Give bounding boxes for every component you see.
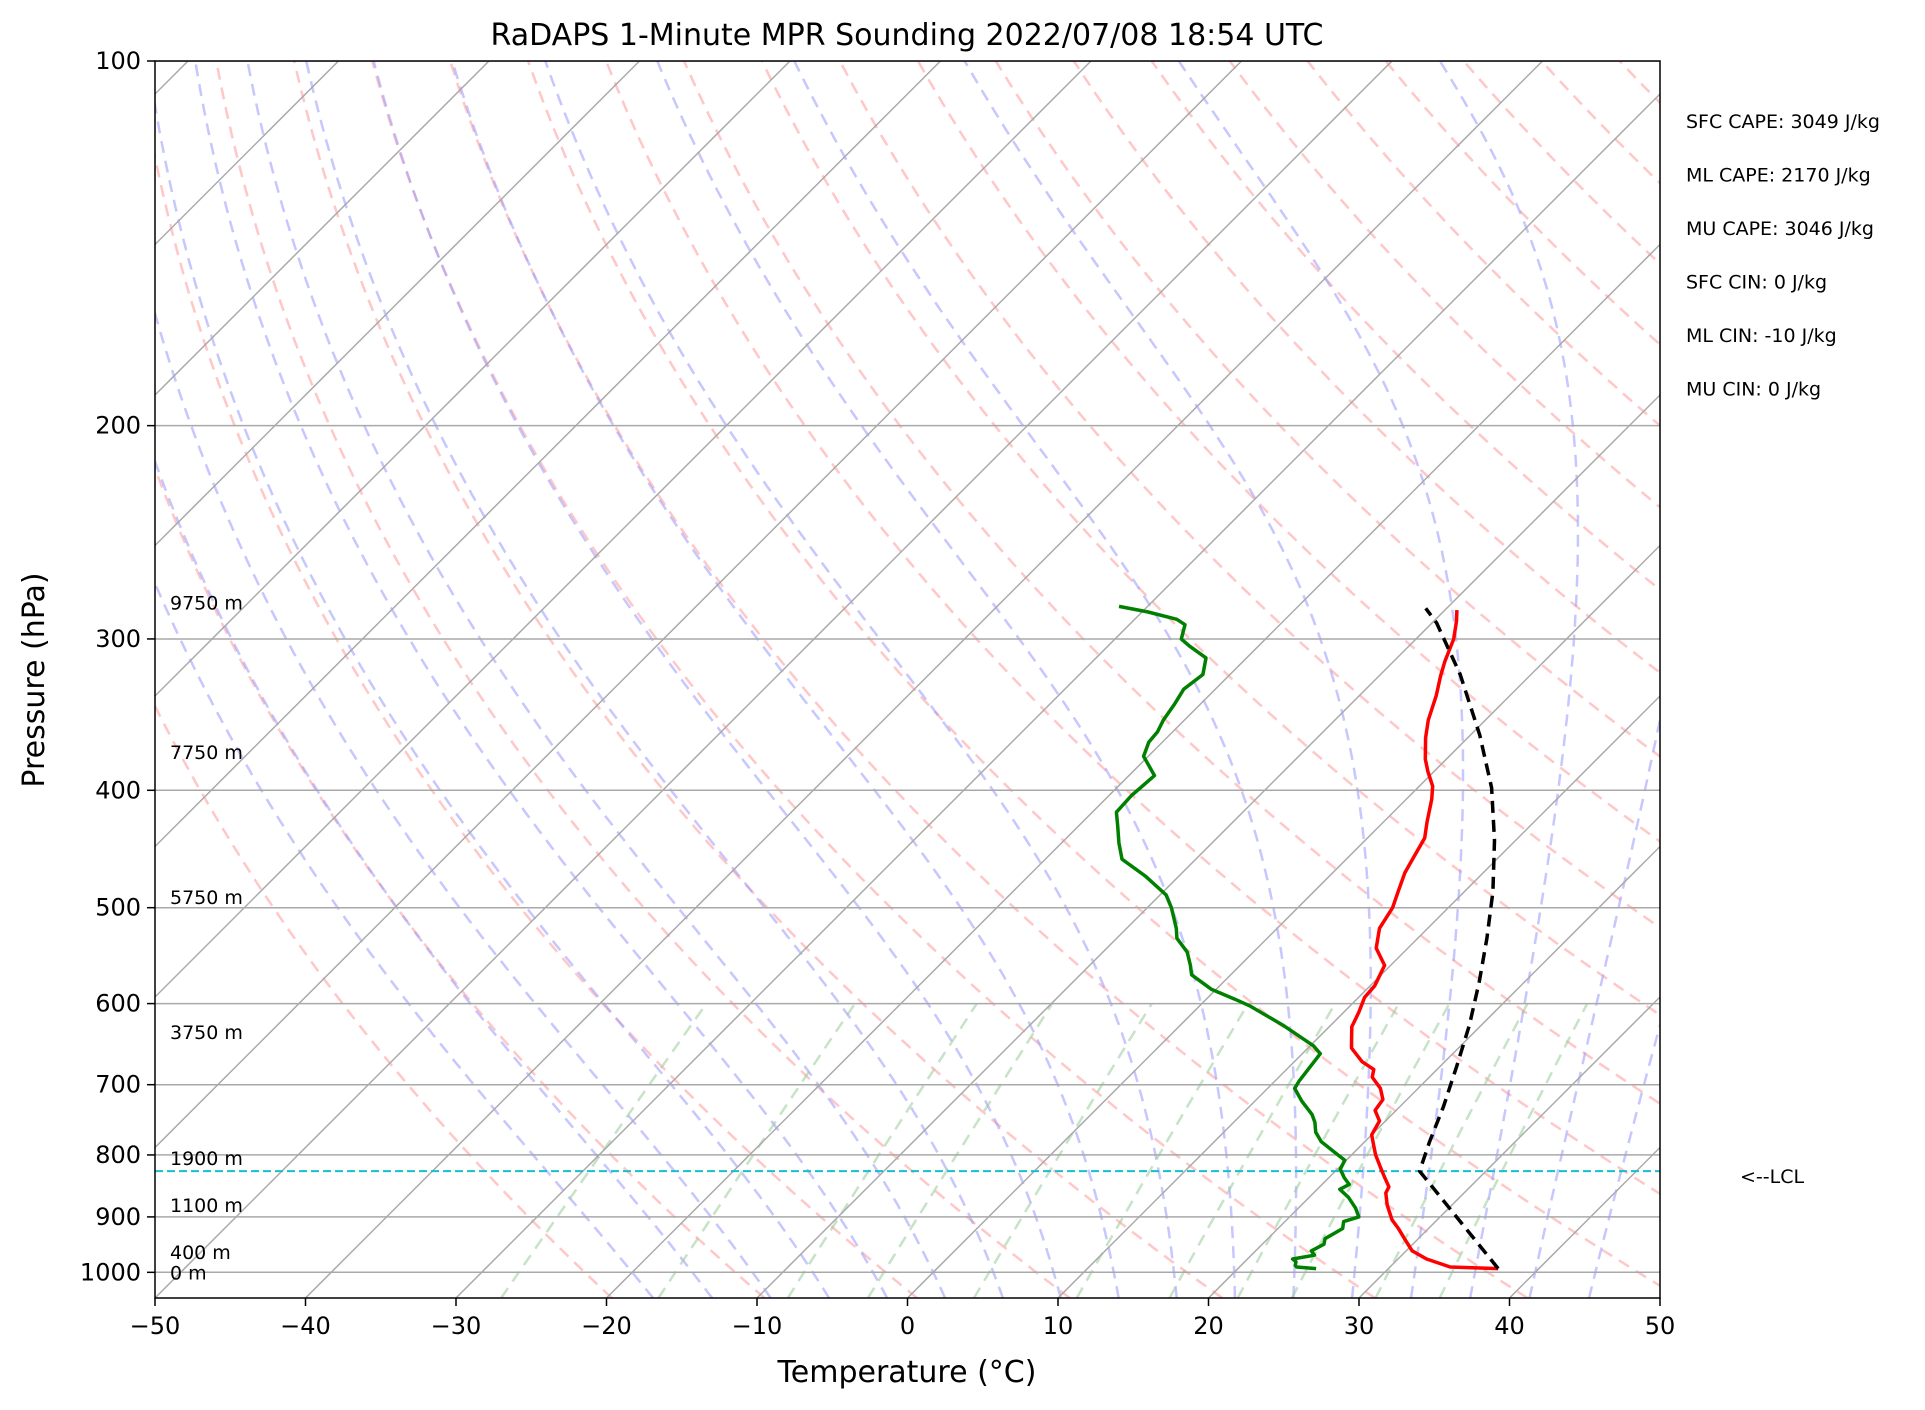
stats-annotations: SFC CAPE: 3049 J/kg ML CAPE: 2170 J/kg MU …	[1686, 111, 1880, 401]
y-tick-label: 800	[95, 1141, 141, 1169]
moist-adiabat	[1589, 61, 1897, 1298]
x-tick-label: −10	[732, 1312, 783, 1340]
y-tick-label: 500	[95, 894, 141, 922]
stat-line: SFC CIN: 0 J/kg	[1686, 272, 1827, 294]
dry-adiabat	[606, 61, 1833, 1298]
isotherm-line	[0, 61, 1091, 1298]
stat-line: ML CIN: -10 J/kg	[1686, 325, 1837, 347]
isotherm-line	[757, 61, 1925, 1298]
x-tick-label: −50	[130, 1312, 181, 1340]
dry-adiabat	[918, 61, 1925, 1298]
isotherm-line	[607, 61, 1844, 1298]
lcl-label: <--LCL	[1740, 1166, 1804, 1188]
moist-adiabat	[657, 61, 1235, 1298]
dry-adiabat	[762, 61, 1925, 1298]
x-tick-label: −40	[280, 1312, 331, 1340]
y-axis-label: Pressure (hPa)	[17, 572, 52, 787]
stat-line: ML CAPE: 2170 J/kg	[1686, 165, 1871, 187]
dry-adiabat	[1152, 61, 1925, 1298]
mixing-ratio-line	[974, 1004, 1152, 1298]
isotherm-line	[306, 61, 1543, 1298]
height-label: 1900 m	[170, 1148, 243, 1170]
height-label: 9750 m	[170, 593, 243, 615]
isotherm-line	[0, 61, 640, 1298]
isotherm-line	[1359, 61, 1925, 1298]
height-label: 400 m	[170, 1242, 231, 1264]
y-tick-label: 600	[95, 990, 141, 1018]
moist-adiabat	[65, 61, 712, 1298]
dry-adiabat	[1386, 61, 1925, 1298]
mixing-ratio-line	[1376, 1004, 1528, 1298]
y-tick-label: 900	[95, 1203, 141, 1231]
x-tick-label: 10	[1043, 1312, 1074, 1340]
y-tick-label: 700	[95, 1071, 141, 1099]
x-tick-label: −30	[431, 1312, 482, 1340]
moist-adiabat	[306, 61, 1003, 1298]
dry-adiabat	[1074, 61, 1925, 1298]
mixing-ratio-line	[659, 1004, 855, 1298]
dry-adiabat	[1308, 61, 1925, 1298]
isotherm-line	[908, 61, 1925, 1298]
stat-line: MU CAPE: 3046 J/kg	[1686, 218, 1874, 240]
height-label: 1100 m	[170, 1195, 243, 1217]
y-tick-label: 200	[95, 412, 141, 440]
dry-adiabat	[138, 61, 917, 1298]
dry-adiabat	[1775, 61, 1925, 1298]
y-axis-ticks: 100 200 300 400 500 600 700 800 900 1000	[80, 47, 155, 1286]
isotherm-line	[0, 61, 489, 1298]
isotherm-line	[155, 61, 1392, 1298]
chart-title: RaDAPS 1-Minute MPR Sounding 2022/07/08 …	[491, 18, 1324, 53]
x-tick-label: −20	[581, 1312, 632, 1340]
moist-adiabat	[452, 61, 1118, 1298]
moist-adiabat	[374, 61, 1061, 1298]
reference-lines	[0, 61, 1925, 1298]
isotherm-line	[1660, 61, 1925, 1298]
moist-adiabat	[247, 61, 945, 1298]
stat-line: MU CIN: 0 J/kg	[1686, 379, 1821, 401]
x-tick-label: 0	[900, 1312, 915, 1340]
y-tick-label: 1000	[80, 1258, 141, 1286]
isotherm-line	[0, 61, 790, 1298]
moist-adiabat	[105, 61, 771, 1298]
x-tick-label: 30	[1344, 1312, 1375, 1340]
height-label: 5750 m	[170, 887, 243, 909]
dewpoint-line	[1116, 606, 1358, 1268]
isotherm-line	[1209, 61, 1925, 1298]
height-labels: 9750 m 7750 m 5750 m 3750 m 1900 m 1100 m 400 …	[170, 593, 243, 1285]
moist-adiabat	[195, 61, 887, 1298]
dry-adiabat	[1542, 61, 1925, 1298]
moist-adiabat	[545, 61, 1176, 1298]
isotherm-line	[1058, 61, 1925, 1298]
x-tick-label: 50	[1645, 1312, 1676, 1340]
dry-adiabat	[1697, 61, 1925, 1298]
height-label: 0 m	[170, 1262, 207, 1284]
isotherm-line	[456, 61, 1693, 1298]
y-tick-label: 100	[95, 47, 141, 75]
height-label: 7750 m	[170, 742, 243, 764]
dry-adiabat	[60, 61, 764, 1298]
x-axis-ticks: −50 −40 −30 −20 −10 0 10 20 30 40 50	[130, 1298, 1676, 1340]
y-tick-label: 400	[95, 776, 141, 804]
isotherm-line	[1811, 61, 1925, 1298]
mixing-ratio-line	[868, 1004, 1052, 1298]
stat-line: SFC CAPE: 3049 J/kg	[1686, 111, 1880, 133]
x-axis-label: Temperature (°C)	[777, 1355, 1037, 1390]
dry-adiabat	[1620, 61, 1925, 1298]
x-tick-label: 20	[1193, 1312, 1224, 1340]
y-tick-label: 300	[95, 625, 141, 653]
height-label: 3750 m	[170, 1022, 243, 1044]
mixing-ratio-line	[788, 1004, 977, 1298]
x-tick-label: 40	[1494, 1312, 1525, 1340]
